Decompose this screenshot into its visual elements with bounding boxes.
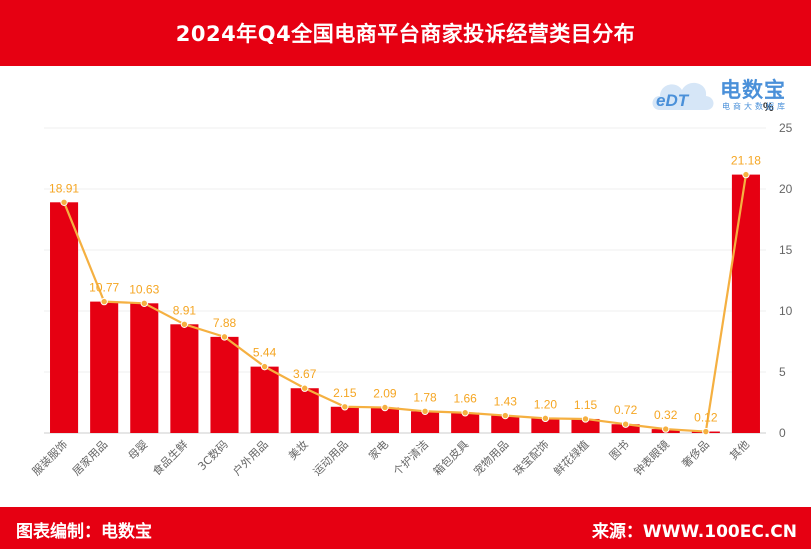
data-label: 1.66 xyxy=(453,392,477,406)
data-label: 1.78 xyxy=(413,390,437,404)
line-point xyxy=(501,411,509,420)
line-point xyxy=(260,362,269,371)
chart-title: 2024年Q4全国电商平台商家投诉经营类目分布 xyxy=(175,22,636,46)
logo-mark: eDT xyxy=(656,91,690,110)
data-label: 18.91 xyxy=(49,181,79,195)
x-tick-label: 个护清洁 xyxy=(390,437,431,478)
x-tick-label: 鲜花绿植 xyxy=(551,437,592,478)
y-tick-label: 20 xyxy=(779,182,793,196)
data-label: 10.77 xyxy=(89,281,119,295)
x-tick-label: 珠宝配饰 xyxy=(510,437,551,478)
line-point xyxy=(220,333,229,341)
x-tick-label: 奢侈品 xyxy=(679,437,712,470)
logo-brand: 电数宝 xyxy=(720,78,786,102)
data-label: 0.12 xyxy=(694,411,718,425)
y-tick-label: 10 xyxy=(779,304,793,318)
line-point xyxy=(100,297,108,306)
data-label: 10.63 xyxy=(129,282,159,296)
data-label: 1.20 xyxy=(534,397,558,411)
bar xyxy=(250,366,279,433)
line-point xyxy=(140,299,148,308)
y-unit-label: % xyxy=(763,100,774,114)
x-tick-label: 其他 xyxy=(727,438,752,463)
x-tick-label: 3C数码 xyxy=(195,438,230,473)
line-point xyxy=(60,198,68,206)
data-label: 0.72 xyxy=(614,403,638,417)
bar xyxy=(731,174,760,433)
data-label: 1.15 xyxy=(574,398,598,412)
data-label: 21.18 xyxy=(731,154,761,168)
line-point xyxy=(702,427,710,436)
bar xyxy=(130,303,159,433)
bar xyxy=(611,424,640,433)
x-tick-label: 钟表眼镜 xyxy=(631,437,672,478)
data-label: 8.91 xyxy=(173,303,197,317)
footer-source: 来源：WWW.100EC.CN xyxy=(591,522,797,542)
line-point xyxy=(341,403,349,411)
bar xyxy=(571,418,600,433)
x-tick-label: 服装服饰 xyxy=(29,437,70,478)
logo-tagline: 电商大数据库 xyxy=(722,102,788,111)
bar xyxy=(370,407,399,433)
data-label: 2.09 xyxy=(373,387,397,401)
x-tick-label: 食品生鲜 xyxy=(149,437,190,478)
x-tick-label: 图书 xyxy=(607,438,632,463)
x-tick-label: 家电 xyxy=(366,437,391,462)
line-point xyxy=(742,170,750,179)
x-tick-label: 居家用品 xyxy=(69,437,110,478)
line-point xyxy=(180,320,189,328)
y-tick-label: 15 xyxy=(779,243,793,257)
bar xyxy=(50,202,79,433)
bar xyxy=(170,324,199,433)
bar xyxy=(290,388,319,433)
line-point xyxy=(621,420,630,428)
footer-bar: 图表编制：电数宝 来源：WWW.100EC.CN xyxy=(0,507,811,549)
line-point xyxy=(301,384,309,392)
x-tick-label: 运动用品 xyxy=(311,438,351,478)
bar xyxy=(411,411,440,433)
y-tick-label: 25 xyxy=(779,121,793,135)
data-label: 3.67 xyxy=(293,367,317,381)
line-point xyxy=(381,403,389,412)
x-tick-label: 宠物用品 xyxy=(470,437,511,478)
line-point xyxy=(541,414,550,423)
x-tick-label: 母婴 xyxy=(126,438,151,463)
bar xyxy=(451,412,480,433)
x-tick-label: 箱包皮具 xyxy=(430,437,471,478)
title-bar: 2024年Q4全国电商平台商家投诉经营类目分布 xyxy=(0,0,811,66)
line-point xyxy=(421,407,429,415)
footer-credit: 图表编制：电数宝 xyxy=(16,522,152,542)
x-tick-label: 美妆 xyxy=(286,438,311,463)
bar xyxy=(491,415,520,433)
data-label: 2.15 xyxy=(333,386,357,400)
cloud-logo-icon: eDT xyxy=(652,82,714,110)
data-label: 5.44 xyxy=(253,346,277,360)
data-label: 0.32 xyxy=(654,408,678,422)
bar xyxy=(90,301,119,433)
bar xyxy=(210,336,239,433)
data-label: 1.43 xyxy=(494,395,518,409)
x-tick-label: 户外用品 xyxy=(230,437,271,478)
y-tick-label: 5 xyxy=(779,365,786,379)
line-point xyxy=(662,425,670,433)
bar xyxy=(531,418,560,433)
logo: eDT 电数宝 电商大数据库 xyxy=(648,70,808,120)
line-point xyxy=(461,409,469,417)
y-tick-label: 0 xyxy=(779,426,786,440)
series-line xyxy=(63,174,748,433)
data-label: 7.88 xyxy=(213,316,237,330)
bar xyxy=(330,406,359,433)
line-point xyxy=(581,415,590,423)
